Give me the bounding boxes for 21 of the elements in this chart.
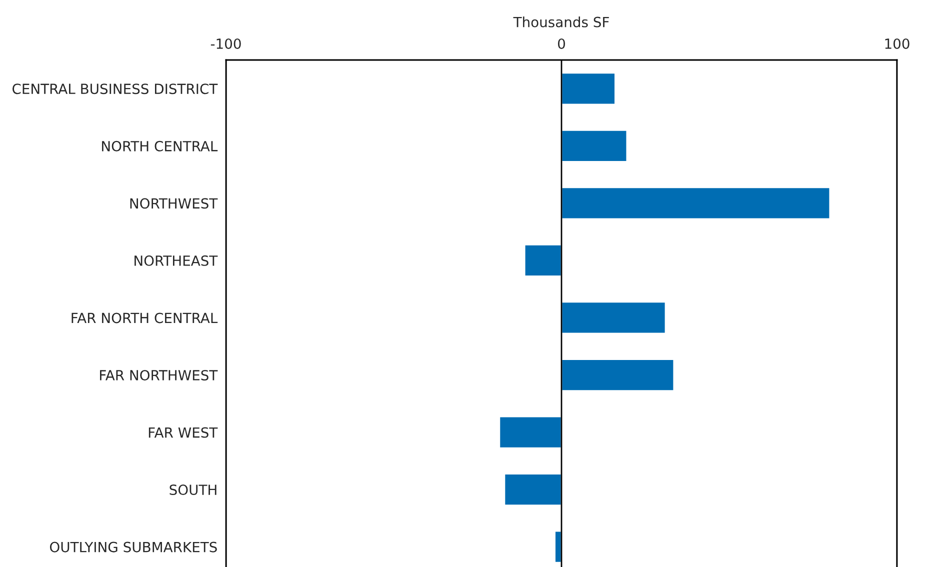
y-tick-label: OUTLYING SUBMARKETS: [50, 542, 217, 552]
y-tick-label: CENTRAL BUSINESS DISTRICT: [12, 84, 218, 94]
bar: [504, 473, 562, 506]
x-axis-title: Thousands SF: [513, 16, 609, 28]
bar: [524, 244, 562, 277]
y-tick-label: NORTH CENTRAL: [102, 140, 218, 152]
bar: [560, 301, 666, 334]
bar: [560, 72, 616, 106]
bar: [560, 129, 628, 162]
y-tick-label: NORTHWEST: [130, 198, 218, 209]
x-tick-label: -100: [210, 38, 241, 49]
bar: [560, 358, 675, 392]
bar: [560, 186, 831, 220]
y-tick-label: FAR WEST: [148, 427, 218, 438]
x-tick-label: 100: [885, 38, 910, 49]
y-tick-label: FAR NORTH CENTRAL: [72, 312, 218, 324]
y-tick-label: NORTHEAST: [134, 255, 218, 266]
bar: [498, 416, 562, 449]
y-tick-label: SOUTH: [170, 484, 216, 496]
x-tick-label: 0: [558, 38, 565, 49]
y-tick-label: FAR NORTHWEST: [100, 370, 218, 380]
